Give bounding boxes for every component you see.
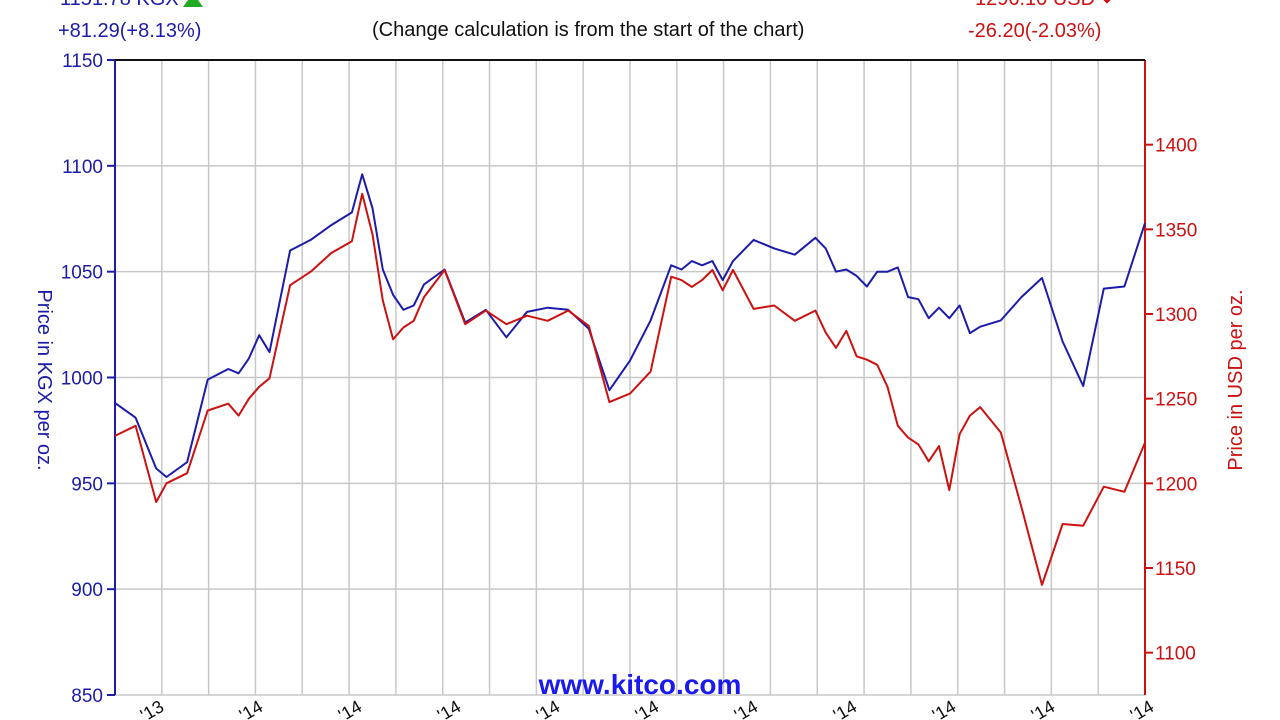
x-tick-label: '13 <box>137 696 167 720</box>
kgx-price-text: 1151.78 KGX <box>60 0 179 10</box>
x-tick-label: '14 <box>236 696 266 720</box>
left-tick-label: 950 <box>71 474 103 495</box>
up-arrow-icon <box>182 0 203 7</box>
x-tick-label: '14 <box>434 696 464 720</box>
right-axis-title: Price in USD per oz. <box>1225 289 1247 470</box>
left-tick-label: 1050 <box>61 263 103 284</box>
x-tick-label: '14 <box>1127 696 1157 720</box>
left-tick-label: 1150 <box>62 51 103 72</box>
change-calculation-note: (Change calculation is from the start of… <box>372 19 805 41</box>
kgx-price-title: 1151.78 KGX <box>60 0 203 10</box>
usd-price-title: 1296.10 USD <box>975 0 1113 10</box>
right-tick-label: 1350 <box>1155 220 1197 241</box>
x-tick-label: '14 <box>1028 696 1058 720</box>
right-tick-label: 1200 <box>1155 474 1197 495</box>
x-tick-label: '14 <box>929 696 959 720</box>
right-tick-label: 1400 <box>1155 136 1197 157</box>
kgx-price-line <box>114 173 1146 478</box>
left-tick-label: 900 <box>71 580 103 601</box>
left-tick-label: 1100 <box>62 157 103 178</box>
left-axis-title: Price in KGX per oz. <box>33 289 55 470</box>
right-tick-label: 1150 <box>1155 559 1196 580</box>
left-tick-label: 850 <box>71 686 103 707</box>
left-tick-label: 1000 <box>61 369 103 390</box>
kgx-change: +81.29(+8.13%) <box>58 20 202 42</box>
x-tick-label: '14 <box>335 696 365 720</box>
usd-change: -26.20(-2.03%) <box>968 20 1102 42</box>
usd-price-line <box>114 192 1146 586</box>
watermark-text: www.kitco.com <box>538 669 742 700</box>
right-tick-label: 1250 <box>1155 390 1197 411</box>
x-tick-label: '14 <box>830 696 860 720</box>
right-tick-label: 1300 <box>1155 305 1197 326</box>
right-tick-label: 1100 <box>1155 644 1196 665</box>
usd-price-text: 1296.10 USD <box>975 0 1095 10</box>
